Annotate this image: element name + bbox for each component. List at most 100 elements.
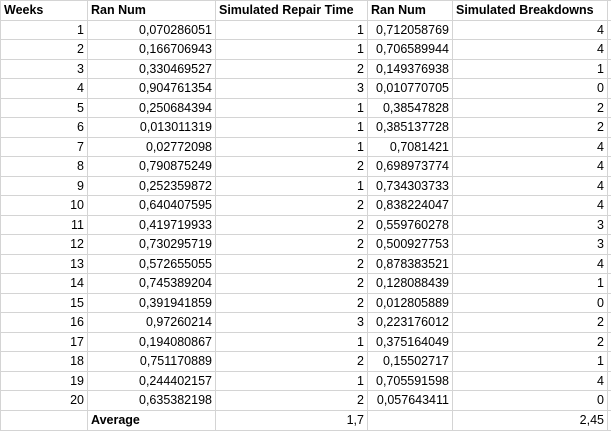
cell-breakdowns[interactable]: 1 — [452, 273, 608, 294]
cell-week[interactable]: 18 — [0, 351, 88, 372]
cell-breakdowns[interactable]: 4 — [452, 39, 608, 60]
cell-repair-time[interactable]: 1 — [215, 97, 368, 118]
cell-repair-time[interactable]: 2 — [215, 234, 368, 255]
cell-ran-num-1[interactable]: 0,166706943 — [87, 39, 216, 60]
cell-empty[interactable] — [607, 331, 611, 352]
cell-empty[interactable] — [607, 97, 611, 118]
cell-repair-time[interactable]: 2 — [215, 292, 368, 313]
cell-empty[interactable] — [607, 214, 611, 235]
cell-ran-num-2[interactable]: 0,385137728 — [367, 117, 453, 138]
header-ran-num-1[interactable]: Ran Num — [87, 0, 216, 21]
cell-ran-num-2[interactable]: 0,705591598 — [367, 370, 453, 391]
cell-ran-num-1[interactable]: 0,904761354 — [87, 78, 216, 99]
cell-week[interactable]: 13 — [0, 253, 88, 274]
cell-breakdowns[interactable]: 0 — [452, 390, 608, 411]
cell-breakdowns[interactable]: 2 — [452, 97, 608, 118]
cell-empty[interactable] — [607, 58, 611, 79]
cell-breakdowns[interactable]: 4 — [452, 195, 608, 216]
cell-ran-num-1[interactable]: 0,572655055 — [87, 253, 216, 274]
cell-week[interactable]: 5 — [0, 97, 88, 118]
cell-empty[interactable] — [607, 175, 611, 196]
cell-week[interactable]: 2 — [0, 39, 88, 60]
cell-empty[interactable] — [607, 312, 611, 333]
cell-empty[interactable] — [607, 273, 611, 294]
cell-repair-time[interactable]: 1 — [215, 370, 368, 391]
cell-ran-num-1[interactable]: 0,330469527 — [87, 58, 216, 79]
cell-week[interactable]: 15 — [0, 292, 88, 313]
cell-ran-num-1[interactable]: 0,419719933 — [87, 214, 216, 235]
cell-ran-num-1[interactable]: 0,250684394 — [87, 97, 216, 118]
cell-empty[interactable] — [607, 292, 611, 313]
cell-repair-time[interactable]: 1 — [215, 39, 368, 60]
cell-empty[interactable] — [607, 409, 611, 431]
cell-week[interactable]: 9 — [0, 175, 88, 196]
cell-ran-num-1[interactable]: 0,635382198 — [87, 390, 216, 411]
cell-ran-num-1[interactable]: 0,252359872 — [87, 175, 216, 196]
cell-ran-num-2[interactable]: 0,7081421 — [367, 136, 453, 157]
cell-repair-time[interactable]: 3 — [215, 78, 368, 99]
cell-week[interactable]: 11 — [0, 214, 88, 235]
cell-ran-num-2[interactable]: 0,375164049 — [367, 331, 453, 352]
cell-ran-num-2[interactable]: 0,128088439 — [367, 273, 453, 294]
cell-repair-time[interactable]: 1 — [215, 175, 368, 196]
cell-empty[interactable] — [607, 351, 611, 372]
cell-empty[interactable] — [607, 136, 611, 157]
cell-ran-num-2[interactable]: 0,500927753 — [367, 234, 453, 255]
cell-ran-num-2[interactable]: 0,706589944 — [367, 39, 453, 60]
cell-empty[interactable] — [607, 156, 611, 177]
average-label[interactable]: Average — [87, 409, 216, 431]
cell-repair-time[interactable]: 2 — [215, 351, 368, 372]
cell-week[interactable]: 1 — [0, 19, 88, 40]
header-weeks[interactable]: Weeks — [0, 0, 88, 21]
cell-repair-time[interactable]: 1 — [215, 117, 368, 138]
cell-repair-time[interactable]: 2 — [215, 214, 368, 235]
cell-week[interactable]: 4 — [0, 78, 88, 99]
cell-ran-num-1[interactable]: 0,013011319 — [87, 117, 216, 138]
cell-repair-time[interactable]: 2 — [215, 156, 368, 177]
cell-breakdowns[interactable]: 3 — [452, 214, 608, 235]
cell-breakdowns[interactable]: 2 — [452, 312, 608, 333]
cell-empty[interactable] — [607, 195, 611, 216]
cell-repair-time[interactable]: 2 — [215, 253, 368, 274]
cell-empty[interactable] — [607, 370, 611, 391]
header-simulated-breakdowns[interactable]: Simulated Breakdowns — [452, 0, 608, 21]
cell-breakdowns[interactable]: 4 — [452, 175, 608, 196]
cell-week[interactable]: 3 — [0, 58, 88, 79]
cell-breakdowns[interactable]: 4 — [452, 136, 608, 157]
cell-breakdowns[interactable]: 0 — [452, 292, 608, 313]
cell-week[interactable]: 16 — [0, 312, 88, 333]
cell-ran-num-1[interactable]: 0,02772098 — [87, 136, 216, 157]
cell-breakdowns[interactable]: 4 — [452, 253, 608, 274]
cell-week[interactable]: 17 — [0, 331, 88, 352]
cell-breakdowns[interactable]: 2 — [452, 117, 608, 138]
cell-ran-num-2[interactable]: 0,010770705 — [367, 78, 453, 99]
cell-week[interactable]: 10 — [0, 195, 88, 216]
cell-breakdowns[interactable]: 0 — [452, 78, 608, 99]
cell-repair-time[interactable]: 3 — [215, 312, 368, 333]
cell-breakdowns[interactable]: 2 — [452, 331, 608, 352]
cell-empty[interactable] — [607, 39, 611, 60]
cell-week[interactable]: 14 — [0, 273, 88, 294]
cell-ran-num-2[interactable]: 0,559760278 — [367, 214, 453, 235]
cell-empty[interactable] — [367, 409, 453, 431]
cell-empty[interactable] — [607, 390, 611, 411]
cell-ran-num-1[interactable]: 0,391941859 — [87, 292, 216, 313]
cell-week[interactable]: 8 — [0, 156, 88, 177]
cell-ran-num-2[interactable]: 0,698973774 — [367, 156, 453, 177]
cell-breakdowns[interactable]: 4 — [452, 370, 608, 391]
header-simulated-repair-time[interactable]: Simulated Repair Time — [215, 0, 368, 21]
cell-empty[interactable] — [0, 409, 88, 431]
cell-ran-num-2[interactable]: 0,878383521 — [367, 253, 453, 274]
cell-ran-num-1[interactable]: 0,97260214 — [87, 312, 216, 333]
cell-repair-time[interactable]: 1 — [215, 19, 368, 40]
cell-breakdowns[interactable]: 4 — [452, 19, 608, 40]
cell-breakdowns[interactable]: 3 — [452, 234, 608, 255]
cell-ran-num-1[interactable]: 0,070286051 — [87, 19, 216, 40]
cell-empty[interactable] — [607, 117, 611, 138]
cell-repair-time[interactable]: 2 — [215, 58, 368, 79]
cell-repair-time[interactable]: 2 — [215, 390, 368, 411]
cell-ran-num-2[interactable]: 0,149376938 — [367, 58, 453, 79]
cell-breakdowns[interactable]: 1 — [452, 351, 608, 372]
cell-ran-num-1[interactable]: 0,244402157 — [87, 370, 216, 391]
cell-ran-num-2[interactable]: 0,15502717 — [367, 351, 453, 372]
